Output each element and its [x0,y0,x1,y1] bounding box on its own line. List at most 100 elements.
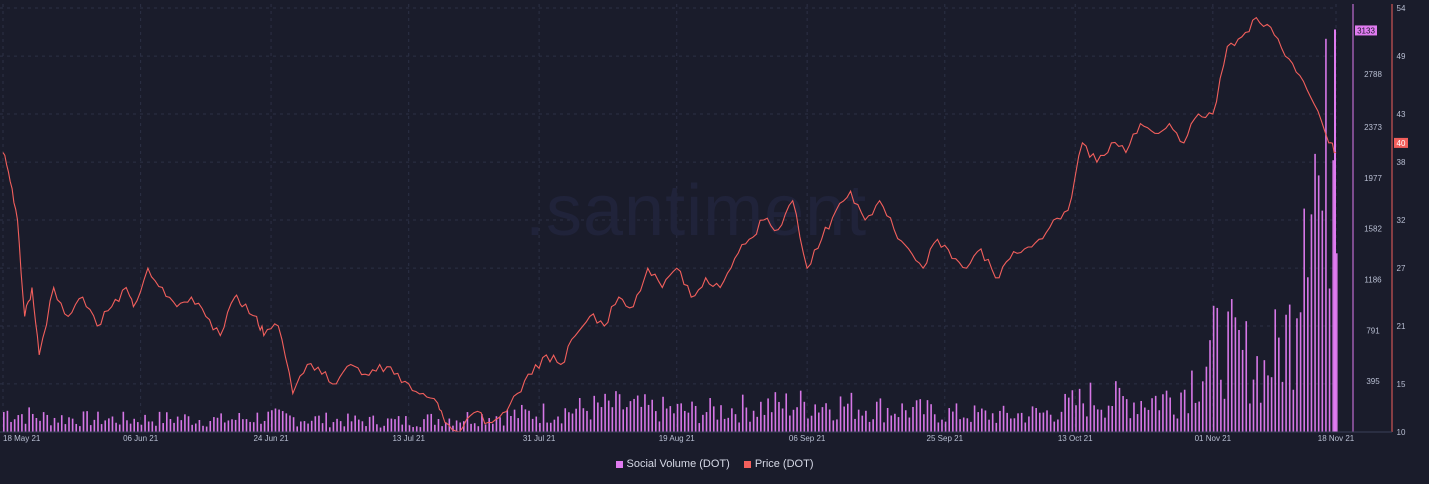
volume-bar [781,408,784,432]
volume-tick-label: 1977 [1364,174,1382,183]
volume-bar [575,408,577,432]
volume-bar [1122,396,1124,432]
volume-bar [10,421,12,432]
volume-bar [115,422,117,432]
volume-bar [832,420,835,432]
volume-bar [1060,411,1063,432]
volume-bar [785,393,788,432]
volume-bar [723,418,726,432]
volume-bar [419,427,422,432]
legend-label-social-volume: Social Volume (DOT) [626,458,730,470]
volume-bar [662,396,664,432]
volume-bar [1201,381,1204,432]
volume-bar [604,393,606,432]
volume-bar [955,403,958,432]
volume-bar [184,414,186,432]
volume-bar [818,412,820,432]
volume-bar [166,412,168,432]
volume-bar [941,419,943,432]
price-tick-label: 15 [1397,380,1406,389]
volume-bar [386,418,389,432]
volume-bar [1118,387,1121,432]
volume-bar [466,412,469,432]
volume-bar [64,424,67,432]
volume-bar [597,402,599,432]
volume-bar [169,419,172,432]
x-tick-label: 18 Nov 21 [1318,434,1355,443]
volume-bar [810,415,813,432]
volume-bar [549,422,552,432]
volume-bar [397,416,400,432]
volume-bar [694,405,697,432]
volume-bar [560,423,563,432]
volume-bar [75,423,78,432]
volume-bar [1274,309,1277,432]
volume-bar [71,418,74,432]
volume-bar [760,401,762,432]
volume-bar [158,411,161,432]
volume-bar [1321,210,1324,432]
volume-bar [1042,412,1045,432]
volume-series[interactable] [3,29,1338,433]
volume-bar [904,410,907,432]
volume-bar [857,409,860,432]
volume-bar [1256,356,1258,432]
volume-bar [1028,416,1030,432]
volume-bar [1307,277,1309,432]
volume-bar [1133,402,1135,432]
volume-bar [1129,418,1132,432]
volume-bar [423,419,425,432]
volume-bar [854,418,856,432]
volume-bar [705,412,708,432]
price-tick-label: 10 [1397,428,1406,437]
volume-bar [434,424,436,432]
volume-bar [731,408,733,432]
volume-bar [1154,395,1157,432]
price-swatch [743,460,751,468]
volume-bar [712,406,715,432]
volume-bar [1259,402,1262,432]
volume-bar [502,425,505,432]
volume-bar [647,404,650,432]
volume-bar [720,405,722,432]
volume-bar [770,412,773,432]
volume-bar [104,420,107,432]
volume-bar [173,422,175,432]
volume-bar [1187,413,1190,432]
volume-bar [484,424,487,432]
legend-item-social-volume[interactable]: Social Volume (DOT) [615,458,730,470]
volume-bar [1002,405,1005,432]
volume-bar [35,417,38,432]
volume-bar [716,419,719,432]
volume-bar [586,410,588,432]
volume-bar [390,418,393,432]
volume-bar [988,419,990,432]
volume-bar [651,399,653,432]
volume-bar [492,423,494,432]
volume-bar [843,406,845,432]
volume-bar [1053,421,1056,432]
volume-bar [1064,393,1066,432]
volume-bar [923,414,925,432]
volume-bar [470,423,472,432]
legend-item-price[interactable]: Price (DOT) [743,458,813,470]
volume-bar [1078,388,1081,432]
volume-bar [528,410,530,432]
volume-bar [658,421,661,432]
volume-bar [930,404,932,432]
volume-bar [1325,38,1327,433]
volume-bar [118,424,121,432]
volume-bar [691,401,693,432]
volume-bar [336,418,338,432]
volume-bar [506,409,509,432]
volume-bar [933,414,936,432]
volume-bar [981,408,983,432]
volume-bar [296,426,299,432]
price-series-line[interactable] [2,16,1337,433]
volume-bar [1100,409,1103,432]
volume-bar [1144,407,1146,432]
volume-bar [611,407,614,432]
volume-bar [332,422,335,432]
volume-bar [1031,406,1034,432]
